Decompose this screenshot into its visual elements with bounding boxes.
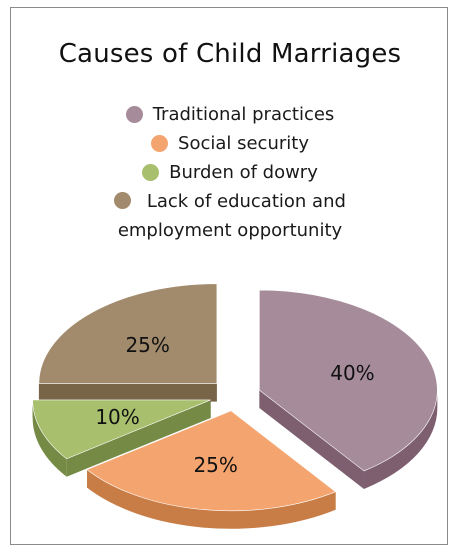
legend-item-burden-of-dowry: Burden of dowry — [0, 158, 460, 187]
legend-swatch-lack-of-education — [114, 192, 132, 209]
legend-item-traditional-practices: Traditional practices — [0, 100, 460, 129]
legend-label-traditional-practices: Traditional practices — [152, 104, 335, 125]
legend-label-social-security: Social security — [178, 133, 309, 154]
legend-item-social-security: Social security — [0, 129, 460, 158]
pie-slice-lack-of-education-and-employment-opportunity — [38, 283, 218, 384]
legend-swatch-traditional-practices — [125, 106, 143, 123]
legend-label-burden-of-dowry: Burden of dowry — [169, 162, 318, 183]
pie-slice-burden-of-dowry — [32, 399, 211, 460]
legend-swatch-burden-of-dowry — [142, 164, 160, 181]
data-label-traditional-practices: 40% — [330, 361, 374, 385]
pie-slice-side-lack-of-education-and-employment-opportunity — [38, 383, 217, 402]
pie-slice-traditional-practices — [259, 289, 438, 472]
data-label-social-security: 25% — [193, 453, 237, 477]
pie-slice-social-security — [86, 410, 337, 512]
data-label-lack-of-education-and-employment-opportunity: 25% — [125, 333, 169, 357]
chart-title: Causes of Child Marriages — [58, 39, 402, 69]
pie-slice-side-traditional-practices — [259, 390, 438, 489]
data-label-burden-of-dowry: 10% — [95, 405, 139, 429]
legend-item-lack-of-education: Lack of education and employment opportu… — [0, 187, 460, 245]
legend-label-lack-of-education-line2: employment opportunity — [117, 220, 343, 241]
legend-label-lack-of-education-line1: Lack of education and — [146, 191, 346, 212]
chart-legend: Traditional practices Social security Bu… — [0, 100, 460, 245]
legend-swatch-social-security — [151, 135, 169, 152]
